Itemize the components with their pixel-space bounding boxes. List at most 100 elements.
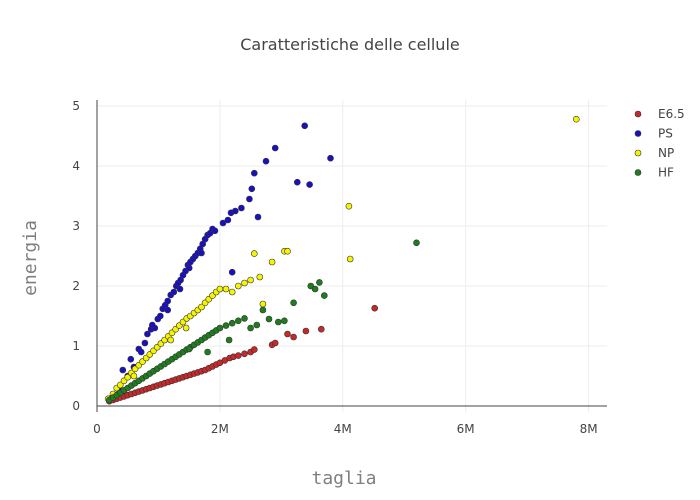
y-tick-label: 2 [72, 279, 80, 293]
data-point [259, 306, 267, 314]
data-point [164, 297, 171, 305]
legend-label: NP [658, 146, 674, 160]
data-point [198, 303, 205, 311]
data-point [235, 352, 242, 359]
series-ps [109, 122, 334, 401]
series-e6-5 [106, 304, 379, 405]
data-point [271, 144, 279, 152]
data-point [164, 306, 171, 314]
series-np [104, 115, 580, 403]
data-point [284, 247, 291, 255]
data-point [219, 219, 227, 227]
x-tick-label: 2M [211, 422, 229, 436]
data-point [137, 348, 145, 356]
data-point [222, 285, 230, 293]
data-point [141, 339, 149, 347]
data-point [311, 285, 319, 293]
data-point [247, 324, 254, 332]
data-point [302, 327, 310, 335]
legend-marker [634, 110, 642, 118]
y-tick-label: 0 [72, 399, 80, 413]
data-point [346, 255, 354, 263]
data-point [224, 216, 232, 224]
x-axis-title: taglia [311, 468, 376, 489]
data-point [232, 207, 239, 215]
data-point [157, 312, 164, 320]
data-point [241, 315, 248, 322]
data-point [127, 355, 135, 363]
data-point [124, 373, 131, 381]
data-point [170, 288, 178, 296]
data-point [198, 249, 205, 257]
data-point [259, 300, 267, 308]
data-point [144, 330, 151, 338]
legend-marker [634, 149, 642, 157]
data-point [167, 336, 174, 344]
y-tick-label: 5 [72, 99, 80, 113]
data-point [222, 322, 230, 329]
data-point [247, 276, 254, 284]
y-axis-title: energia [20, 220, 41, 296]
legend-marker [634, 169, 642, 176]
data-point [290, 333, 297, 341]
legend-item-ps[interactable]: PS [634, 127, 673, 141]
data-point [149, 321, 156, 329]
legend-item-hf[interactable]: HF [634, 166, 674, 180]
data-point [176, 285, 184, 293]
data-point [225, 336, 233, 344]
data-point [185, 345, 193, 353]
legend-marker [634, 130, 642, 137]
y-tick-label: 1 [72, 339, 80, 353]
data-point [290, 299, 297, 307]
data-point [182, 324, 190, 332]
data-point [413, 239, 420, 247]
data-point [274, 318, 282, 326]
data-point [306, 181, 313, 188]
data-point [235, 317, 242, 325]
chart-title: Caratteristiche delle cellule [240, 35, 459, 54]
data-point [241, 279, 248, 287]
legend-label: HF [658, 166, 674, 180]
data-point [235, 282, 242, 290]
data-point [228, 268, 236, 276]
data-point [246, 195, 253, 203]
data-point [327, 154, 334, 162]
axes: 0 1 2 3 4 5 0 2M 4M 6M 8M [72, 99, 607, 436]
data-point [251, 250, 258, 257]
data-point [301, 122, 309, 130]
data-point [185, 264, 193, 272]
y-tick-label: 3 [72, 219, 80, 233]
data-point [271, 339, 279, 347]
data-point [284, 330, 291, 338]
data-point [216, 324, 224, 332]
legend-item-e6-5[interactable]: E6.5 [634, 107, 685, 121]
data-point [281, 317, 288, 325]
legend[interactable]: E6.5 PS NP HF [634, 107, 685, 180]
data-point [253, 321, 261, 329]
data-point [248, 185, 256, 193]
data-point [238, 204, 245, 212]
data-point [256, 273, 264, 281]
x-tick-label: 6M [457, 422, 475, 436]
data-point [228, 319, 236, 327]
data-point [320, 292, 328, 299]
data-point [317, 325, 325, 333]
data-point [211, 227, 219, 235]
y-tick-label: 4 [72, 159, 80, 173]
grid [97, 100, 607, 412]
legend-item-np[interactable]: NP [634, 146, 674, 160]
data-point [204, 348, 211, 356]
data-point [254, 213, 262, 221]
legend-label: E6.5 [658, 107, 685, 121]
data-point [228, 288, 236, 296]
x-tick-label: 8M [580, 422, 598, 436]
data-point [268, 258, 276, 266]
legend-label: PS [658, 127, 673, 141]
data-point [216, 285, 224, 293]
data-point [251, 169, 258, 177]
data-point [130, 372, 138, 380]
series-hf [106, 239, 420, 404]
data-point [293, 178, 301, 186]
